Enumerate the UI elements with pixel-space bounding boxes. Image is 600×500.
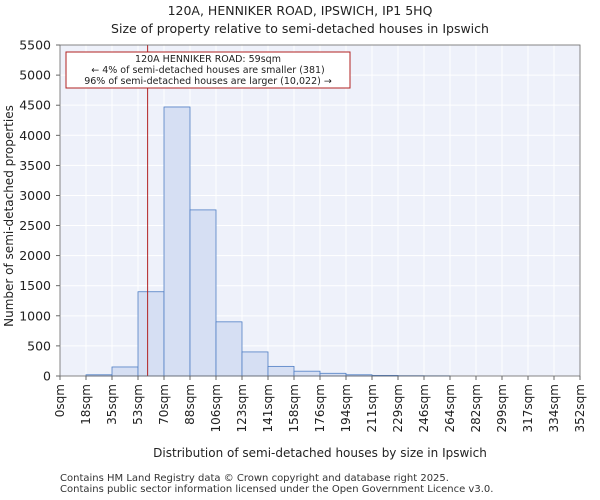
annotation-line-2: ← 4% of semi-detached houses are smaller… xyxy=(91,65,325,76)
y-tick-label: 5500 xyxy=(19,38,51,53)
bar xyxy=(111,366,139,377)
x-tick-label: 88sqm xyxy=(183,384,197,425)
y-tick-label: 5000 xyxy=(19,68,51,83)
plot-frame xyxy=(59,44,581,377)
bar xyxy=(137,291,165,377)
x-tick-label: 53sqm xyxy=(131,384,145,425)
chart-subtitle: Size of property relative to semi-detach… xyxy=(111,21,489,36)
bar xyxy=(293,370,321,377)
bar xyxy=(189,209,217,377)
x-tick-label: 211sqm xyxy=(365,384,379,432)
x-tick-label: 299sqm xyxy=(495,384,509,432)
footer-line-2: Contains public sector information licen… xyxy=(60,484,494,495)
bar xyxy=(163,106,191,377)
footer-line-1: Contains HM Land Registry data © Crown c… xyxy=(60,473,449,484)
y-tick-label: 4000 xyxy=(19,128,51,143)
bar xyxy=(215,321,243,377)
x-tick-label: 106sqm xyxy=(209,384,223,432)
x-tick-label: 352sqm xyxy=(573,384,587,432)
y-tick-label: 0 xyxy=(43,369,51,384)
x-tick-label: 334sqm xyxy=(547,384,561,432)
x-tick-label: 282sqm xyxy=(469,384,483,432)
annotation-line-1: 120A HENNIKER ROAD: 59sqm xyxy=(135,54,281,65)
x-tick-label: 35sqm xyxy=(105,384,119,425)
bar xyxy=(319,372,347,377)
bar xyxy=(241,351,269,377)
y-tick-label: 1500 xyxy=(19,278,51,293)
histogram-chart: 0 500 1000 1500 2000 2500 3000 3500 4000 4500 5000… xyxy=(2,38,587,461)
x-tick-label: 18sqm xyxy=(79,384,93,425)
x-tick-label: 70sqm xyxy=(157,384,171,425)
bar xyxy=(267,365,295,377)
y-tick-label: 3000 xyxy=(19,188,51,203)
y-tick-label: 3500 xyxy=(19,158,51,173)
x-tick-label: 158sqm xyxy=(287,384,301,432)
bars-group xyxy=(85,106,451,377)
x-tick-label: 194sqm xyxy=(339,384,353,432)
annotation-line-3: 96% of semi-detached houses are larger (… xyxy=(84,76,332,87)
x-tick-label: 123sqm xyxy=(235,384,249,432)
x-tick-label: 246sqm xyxy=(417,384,431,432)
footer-attribution: Contains HM Land Registry data © Crown c… xyxy=(60,473,493,495)
y-tick-label: 2000 xyxy=(19,248,51,263)
x-axis-ticks: 0sqm 18sqm 35sqm 53sqm 70sqm 88sqm 106sqm 123sq… xyxy=(53,376,587,432)
x-tick-label: 264sqm xyxy=(443,384,457,432)
x-tick-label: 141sqm xyxy=(261,384,275,432)
annotation-box: 120A HENNIKER ROAD: 59sqm ← 4% of semi-d… xyxy=(65,51,351,89)
x-tick-label: 176sqm xyxy=(313,384,327,432)
x-axis-label: Distribution of semi-detached houses by … xyxy=(153,446,487,460)
chart-title: 120A, HENNIKER ROAD, IPSWICH, IP1 5HQ xyxy=(167,3,433,18)
y-axis-label: Number of semi-detached properties xyxy=(2,105,16,327)
x-tick-label: 317sqm xyxy=(521,384,535,432)
y-axis-ticks: 0 500 1000 1500 2000 2500 3000 3500 4000 4500 5000… xyxy=(19,38,60,384)
y-tick-label: 4500 xyxy=(19,98,51,113)
x-tick-label: 0sqm xyxy=(53,384,67,417)
x-tick-label: 229sqm xyxy=(391,384,405,432)
y-tick-label: 2500 xyxy=(19,218,51,233)
y-tick-label: 1000 xyxy=(19,308,51,323)
y-tick-label: 500 xyxy=(27,338,51,353)
